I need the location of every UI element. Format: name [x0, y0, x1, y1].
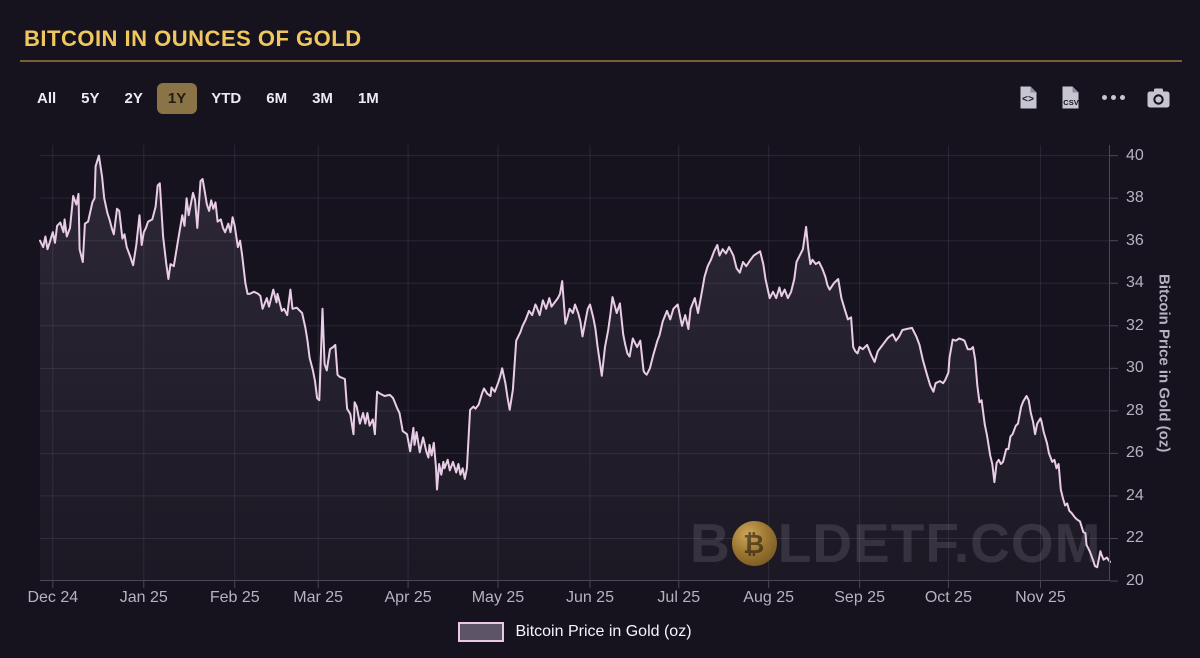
page-title: BITCOIN IN OUNCES OF GOLD: [24, 26, 362, 51]
x-tick-oct-25: Oct 25: [924, 589, 972, 606]
x-tick-nov-25: Nov 25: [1015, 589, 1066, 606]
range-button-6m[interactable]: 6M: [255, 83, 298, 114]
x-tick-jan-25: Jan 25: [119, 589, 168, 606]
y-tick-28: 28: [1126, 401, 1144, 419]
svg-text:CSV: CSV: [1063, 98, 1078, 107]
y-tick-30: 30: [1126, 359, 1144, 377]
x-tick-dec-24: Dec 24: [27, 589, 79, 606]
watermark-suffix: LDETF.COM: [777, 512, 1102, 574]
x-tick-sep-25: Sep 25: [834, 589, 885, 606]
title-divider: [20, 60, 1182, 62]
range-selector: All 5Y 2Y 1Y YTD 6M 3M 1M: [26, 83, 390, 114]
legend-item[interactable]: Bitcoin Price in Gold (oz): [0, 622, 1150, 642]
y-axis-title: Bitcoin Price in Gold (oz): [1155, 273, 1173, 453]
y-tick-38: 38: [1126, 189, 1144, 207]
x-tick-mar-25: Mar 25: [293, 589, 344, 606]
legend-swatch: [458, 622, 505, 642]
x-tick-aug-25: Aug 25: [743, 589, 795, 606]
y-tick-26: 26: [1126, 444, 1144, 462]
y-tick-20: 20: [1126, 572, 1144, 589]
y-tick-36: 36: [1126, 231, 1144, 249]
download-csv-icon[interactable]: CSV: [1060, 86, 1080, 109]
y-tick-34: 34: [1126, 274, 1144, 292]
svg-text:<>: <>: [1022, 95, 1034, 106]
range-button-2y[interactable]: 2Y: [114, 83, 154, 114]
range-button-1m[interactable]: 1M: [347, 83, 390, 114]
watermark-prefix: B: [690, 512, 731, 574]
price-line-chart[interactable]: [39, 145, 1118, 588]
y-tick-40: 40: [1126, 146, 1144, 164]
range-button-1y[interactable]: 1Y: [156, 83, 198, 114]
x-tick-jul-25: Jul 25: [657, 589, 701, 606]
x-tick-may-25: May 25: [471, 589, 525, 606]
legend-label: Bitcoin Price in Gold (oz): [515, 623, 692, 640]
screenshot-camera-icon[interactable]: [1147, 88, 1170, 108]
range-button-ytd[interactable]: YTD: [200, 83, 252, 114]
x-tick-feb-25: Feb 25: [209, 589, 260, 606]
watermark-boldetf: B ₿ LDETF.COM: [690, 516, 1101, 571]
y-tick-22: 22: [1126, 529, 1144, 547]
range-button-all[interactable]: All: [26, 83, 67, 114]
x-tick-jun-25: Jun 25: [565, 589, 614, 606]
range-button-5y[interactable]: 5Y: [70, 83, 110, 114]
export-toolbar: <> CSV: [1018, 86, 1170, 109]
x-tick-apr-25: Apr 25: [384, 589, 432, 606]
more-options-icon[interactable]: [1102, 95, 1125, 100]
range-button-3m[interactable]: 3M: [301, 83, 344, 114]
y-tick-32: 32: [1126, 316, 1144, 334]
y-tick-24: 24: [1126, 486, 1144, 504]
embed-code-icon[interactable]: <>: [1018, 86, 1038, 109]
bitcoin-coin-icon: ₿: [731, 521, 777, 566]
